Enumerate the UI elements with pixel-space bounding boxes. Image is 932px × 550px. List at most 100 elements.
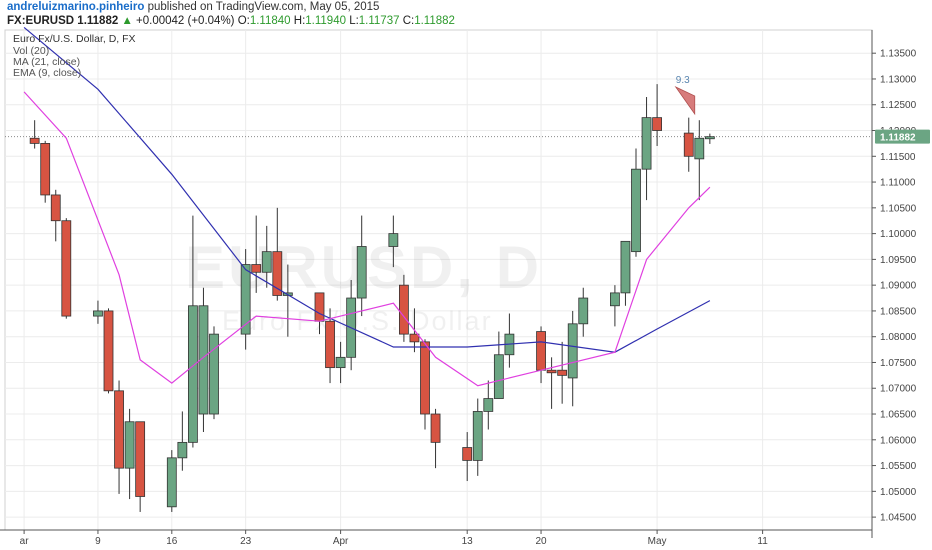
watermark-description: Euro Fx/U.S. Dollar bbox=[222, 306, 493, 336]
time-tick-label: Apr bbox=[333, 536, 349, 547]
candle-up bbox=[704, 133, 715, 144]
candle-body bbox=[536, 331, 546, 371]
candle-up bbox=[388, 215, 399, 268]
candle-body bbox=[420, 341, 430, 415]
up-arrow-icon: ▲ bbox=[121, 15, 133, 27]
price-tick-label: 1.06000 bbox=[880, 435, 917, 446]
candle-body bbox=[103, 310, 114, 392]
time-tick-label: 11 bbox=[757, 536, 768, 547]
candle-body bbox=[177, 441, 188, 459]
legend-vol[interactable]: Vol (20) bbox=[13, 45, 49, 57]
price-tick-label: 1.04500 bbox=[880, 513, 917, 524]
time-tick-label: 20 bbox=[535, 536, 547, 547]
candle-down bbox=[557, 341, 568, 404]
candle-body bbox=[398, 284, 409, 335]
candle-down bbox=[325, 308, 335, 384]
time-tick-label: 13 bbox=[462, 536, 474, 547]
ma-21-line bbox=[23, 26, 711, 353]
candle-up bbox=[261, 225, 272, 288]
candle-up bbox=[177, 411, 188, 471]
candle-body bbox=[557, 369, 568, 376]
candle-down bbox=[652, 84, 662, 146]
symbol-line: FX:EURUSD 1.11882 ▲ +0.00042 (+0.04%) O:… bbox=[7, 15, 455, 27]
candle-body bbox=[567, 323, 578, 379]
symbol-name[interactable]: FX:EURUSD bbox=[7, 15, 75, 27]
candle-down bbox=[546, 357, 557, 409]
candle-up bbox=[631, 148, 641, 257]
time-tick-label: May bbox=[648, 536, 667, 547]
candlestick-series bbox=[29, 84, 715, 512]
candle-body bbox=[40, 143, 51, 196]
candle-down bbox=[114, 380, 124, 494]
legend-ema[interactable]: EMA (9, close) bbox=[13, 67, 81, 79]
candle-body bbox=[694, 137, 705, 160]
price-tick-label: 1.05500 bbox=[880, 461, 917, 472]
candle-body bbox=[620, 240, 631, 294]
chart-legend: Euro Fx/U.S. Dollar, D, FX Vol (20) MA (… bbox=[13, 33, 136, 79]
candle-up bbox=[493, 331, 504, 399]
price-tick-label: 1.11500 bbox=[880, 152, 916, 163]
candle-down bbox=[430, 408, 441, 469]
candle-down bbox=[462, 432, 473, 482]
candle-body bbox=[261, 251, 272, 273]
price-tick-label: 1.12500 bbox=[880, 100, 917, 111]
candle-up bbox=[504, 313, 515, 368]
candle-body bbox=[135, 421, 146, 497]
price-tick-label: 1.06500 bbox=[880, 410, 917, 421]
candle-body bbox=[93, 310, 103, 317]
candle-body bbox=[209, 333, 219, 415]
candle-body bbox=[652, 117, 662, 131]
candle-up bbox=[567, 310, 578, 407]
candle-body bbox=[472, 411, 483, 461]
candle-down bbox=[29, 120, 40, 149]
chart-header: andreluizmarino.pinheiro published on Tr… bbox=[5, 0, 925, 30]
candle-body bbox=[356, 246, 367, 299]
candle-body bbox=[631, 168, 641, 253]
candle-body bbox=[641, 117, 652, 170]
candle-down bbox=[683, 117, 694, 172]
candle-down bbox=[103, 308, 114, 394]
candle-up bbox=[356, 215, 367, 317]
candle-up bbox=[209, 326, 219, 420]
candle-body bbox=[61, 220, 72, 317]
candle-down bbox=[420, 339, 430, 430]
price-axis[interactable]: 1.135001.130001.125001.120001.115001.110… bbox=[871, 30, 917, 538]
candle-body bbox=[166, 457, 177, 508]
candle-body bbox=[409, 333, 420, 343]
candle-body bbox=[430, 413, 441, 443]
close-label: C: bbox=[402, 15, 415, 27]
candle-down bbox=[272, 207, 283, 301]
candle-body bbox=[704, 136, 715, 140]
price-tick-label: 1.09500 bbox=[880, 255, 917, 266]
candle-down bbox=[398, 274, 409, 342]
annotation-flag[interactable]: 9.3 bbox=[674, 75, 696, 116]
candle-body bbox=[314, 292, 325, 322]
candle-body bbox=[272, 251, 283, 296]
annotation-label: 9.3 bbox=[676, 75, 690, 86]
time-axis[interactable]: ar 9 16 23 Apr 13 20 May 11 bbox=[0, 529, 872, 547]
candle-body bbox=[493, 354, 504, 399]
last-price-tag: 1.11882 bbox=[875, 129, 930, 144]
low-label: L: bbox=[349, 15, 359, 27]
publisher-line: andreluizmarino.pinheiro published on Tr… bbox=[7, 1, 379, 13]
price-tick-label: 1.08000 bbox=[880, 332, 917, 343]
annotation-arrow-icon[interactable] bbox=[674, 85, 696, 116]
candle-up bbox=[694, 120, 705, 201]
candle-up bbox=[166, 450, 177, 512]
last-price-tag-box bbox=[875, 129, 930, 144]
low-value: 1.11737 bbox=[358, 15, 400, 27]
candle-body bbox=[546, 369, 557, 374]
time-tick-label: 16 bbox=[166, 536, 178, 547]
high-value: 1.11940 bbox=[305, 15, 346, 27]
author-link[interactable]: andreluizmarino.pinheiro bbox=[7, 1, 145, 13]
candle-up bbox=[198, 287, 209, 433]
price-tick-label: 1.08500 bbox=[880, 306, 917, 317]
legend-ma[interactable]: MA (21, close) bbox=[13, 56, 80, 68]
candle-body bbox=[198, 305, 209, 415]
candle-up bbox=[472, 398, 483, 476]
price-tick-label: 1.10000 bbox=[880, 229, 917, 240]
candle-down bbox=[135, 421, 146, 512]
price-tick-label: 1.09000 bbox=[880, 281, 917, 292]
close-value: 1.11882 bbox=[414, 15, 455, 27]
